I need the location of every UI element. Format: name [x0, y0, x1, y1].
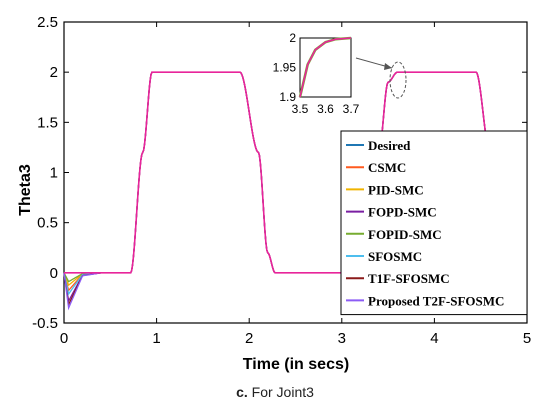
y-tick-label: 2.5 — [37, 14, 58, 31]
caption-prefix: c. — [236, 384, 248, 400]
x-tick-label: 4 — [430, 330, 438, 347]
inset-x-tick-label: 3.7 — [343, 102, 360, 116]
x-axis-label: Time (in secs) — [243, 356, 349, 373]
legend-label: T1F-SFOSMC — [368, 271, 450, 286]
tick-labels: 0 1 2 3 4 5-0.500.511.522.5 — [32, 14, 531, 347]
zoom-inset: 3.5 3.6 3.7 1.9 1.95 2 — [273, 31, 407, 116]
y-tick-label: 0 — [50, 265, 58, 282]
y-tick-label: -0.5 — [32, 315, 58, 332]
figure-caption: c. For Joint3 — [0, 384, 550, 400]
inset-x-tick-label: 3.5 — [292, 102, 309, 116]
inset-x-tick-label: 3.6 — [317, 102, 334, 116]
zoom-region-marker — [389, 61, 407, 99]
chart-svg: 0 1 2 3 4 5-0.500.511.522.5 Theta3 Time (in s… — [17, 14, 531, 373]
y-tick-label: 2 — [50, 64, 58, 81]
legend-label: SFOSMC — [368, 249, 422, 264]
zoom-arrow-head — [384, 63, 392, 70]
x-tick-label: 2 — [245, 330, 253, 347]
legend-label: CSMC — [368, 160, 406, 175]
legend-label: Desired — [368, 138, 411, 153]
inset-y-tick-label: 1.95 — [273, 61, 297, 75]
inset-y-tick-label: 1.9 — [279, 90, 296, 104]
legend-box — [340, 130, 528, 316]
inset-curve-highlight — [299, 37, 352, 98]
series-lines — [63, 71, 528, 311]
x-tick-label: 5 — [523, 330, 531, 347]
legend-label: Proposed T2F-SFOSMC — [368, 293, 504, 308]
x-tick-label: 1 — [152, 330, 160, 347]
x-tick-label: 3 — [338, 330, 346, 347]
y-tick-label: 1.5 — [37, 114, 58, 131]
inset-frame — [299, 37, 352, 98]
x-tick-label: 0 — [60, 330, 68, 347]
series-line-highlight — [64, 71, 528, 274]
legend: Desired CSMC PID-SMC FOPD-SMC FOPID-SMC SFOSM… — [340, 130, 528, 316]
caption-text: For Joint3 — [251, 384, 314, 400]
legend-label: FOPID-SMC — [368, 227, 442, 242]
y-tick-label: 0.5 — [37, 215, 58, 232]
legend-label: FOPD-SMC — [368, 205, 437, 220]
inset-y-tick-label: 2 — [289, 31, 296, 45]
y-axis-label: Theta3 — [17, 164, 34, 216]
y-tick-label: 1 — [50, 165, 58, 182]
legend-label: PID-SMC — [368, 182, 424, 197]
